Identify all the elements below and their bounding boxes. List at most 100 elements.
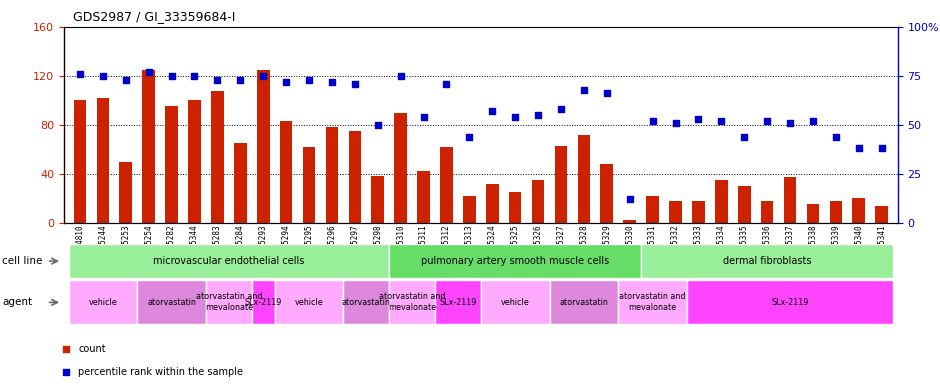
Point (713, 118, 728, 124)
Bar (532, 180, 544, 223)
Point (141, 69, 156, 75)
Bar (212, 91, 224, 223)
Text: SLx-2119: SLx-2119 (772, 298, 808, 307)
Point (256, 73, 271, 79)
Bar (389, 244, 641, 278)
Bar (274, 280, 343, 324)
Point (576, 86, 591, 93)
Text: atorvastatin: atorvastatin (559, 298, 608, 307)
Point (210, 77, 225, 83)
Bar (280, 121, 292, 223)
Text: dermal fibroblasts: dermal fibroblasts (723, 256, 811, 266)
Bar (555, 146, 567, 223)
Point (191, 317, 206, 323)
Bar (137, 280, 206, 324)
Bar (853, 198, 865, 223)
Bar (440, 147, 453, 223)
Bar (807, 204, 820, 223)
Point (508, 114, 523, 120)
Bar (669, 201, 682, 223)
Point (600, 90, 615, 96)
Bar (417, 171, 430, 223)
Bar (73, 100, 86, 223)
Bar (69, 244, 389, 278)
Point (393, 73, 408, 79)
Bar (435, 280, 481, 324)
Bar (647, 196, 659, 223)
Bar (486, 184, 498, 223)
Point (645, 118, 660, 124)
Bar (875, 205, 888, 223)
Bar (601, 164, 613, 223)
Bar (165, 106, 178, 223)
Text: vehicle: vehicle (294, 298, 323, 307)
Text: GDS2987 / GI_33359684-I: GDS2987 / GI_33359684-I (73, 10, 236, 23)
Bar (577, 135, 590, 223)
Bar (463, 196, 476, 223)
Bar (760, 201, 774, 223)
Point (760, 118, 775, 124)
Bar (371, 176, 384, 223)
Text: count: count (78, 344, 105, 354)
Point (439, 81, 454, 87)
Text: pulmonary artery smooth muscle cells: pulmonary artery smooth muscle cells (421, 256, 609, 266)
Bar (142, 70, 155, 223)
Bar (687, 280, 893, 324)
Point (485, 108, 500, 114)
Bar (257, 70, 270, 223)
Bar (692, 201, 705, 223)
Point (828, 134, 843, 140)
Bar (715, 180, 728, 223)
Bar (830, 201, 842, 223)
Text: atorvastatin and
mevalonate: atorvastatin and mevalonate (619, 292, 686, 313)
Bar (69, 280, 137, 324)
Point (668, 120, 683, 126)
Text: vehicle: vehicle (88, 298, 118, 307)
Point (852, 145, 867, 151)
Point (72, 71, 87, 77)
Bar (784, 177, 796, 223)
Bar (738, 186, 750, 223)
Text: cell line: cell line (2, 256, 42, 266)
Bar (234, 143, 246, 223)
Bar (303, 147, 315, 223)
Point (691, 116, 706, 122)
Text: agent: agent (2, 297, 32, 308)
Bar (509, 192, 522, 223)
Point (324, 79, 339, 85)
Point (118, 77, 133, 83)
Point (302, 77, 317, 83)
Point (874, 145, 889, 151)
Bar (389, 280, 435, 324)
Bar (97, 98, 109, 223)
Text: atorvastatin: atorvastatin (148, 298, 196, 307)
Point (622, 196, 637, 202)
Bar (252, 280, 274, 324)
Bar (395, 113, 407, 223)
Point (95, 73, 110, 79)
Text: microvascular endothelial cells: microvascular endothelial cells (153, 256, 305, 266)
Point (782, 120, 797, 126)
Bar (619, 280, 687, 324)
Text: SLx-2119: SLx-2119 (244, 298, 282, 307)
Point (187, 73, 202, 79)
Bar (623, 220, 636, 223)
Text: percentile rank within the sample: percentile rank within the sample (78, 367, 243, 377)
Bar (325, 127, 338, 223)
Point (806, 118, 821, 124)
Bar (641, 244, 893, 278)
Bar (206, 280, 252, 324)
Text: vehicle: vehicle (501, 298, 529, 307)
Point (462, 134, 477, 140)
Bar (349, 131, 361, 223)
Point (233, 77, 248, 83)
Text: SLx-2119: SLx-2119 (439, 298, 477, 307)
Bar (119, 162, 132, 223)
Text: atorvastatin and
mevalonate: atorvastatin and mevalonate (196, 292, 262, 313)
Text: atorvastatin: atorvastatin (342, 298, 391, 307)
Point (530, 112, 545, 118)
Bar (550, 280, 619, 324)
Bar (188, 100, 201, 223)
Point (370, 122, 385, 128)
Bar (481, 280, 550, 324)
